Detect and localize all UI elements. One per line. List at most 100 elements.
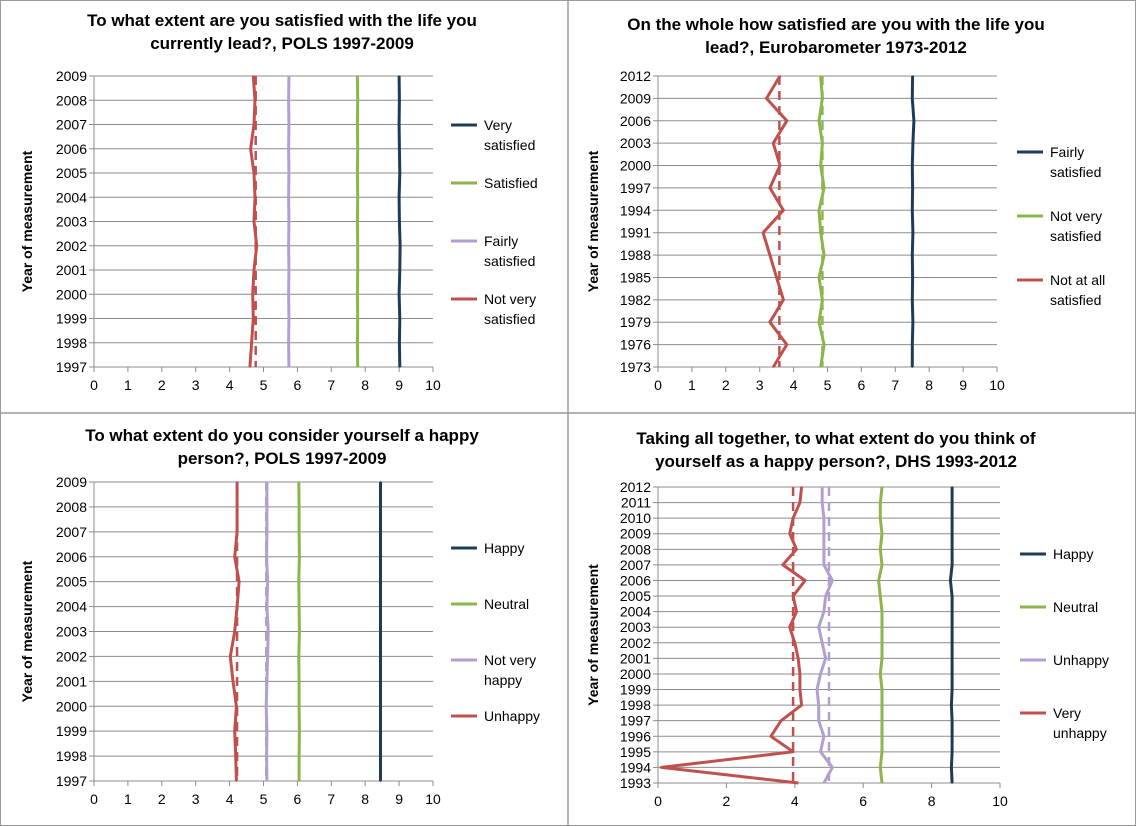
data-point — [298, 680, 300, 683]
data-point — [356, 147, 359, 150]
data-point — [782, 209, 785, 212]
data-point — [379, 580, 382, 583]
data-point — [881, 751, 883, 753]
y-tick-label: 1973 — [620, 359, 651, 375]
data-point — [298, 630, 301, 633]
data-point — [266, 680, 268, 683]
y-tick-label: 2003 — [620, 619, 651, 635]
y-tick-label: 2003 — [56, 624, 87, 640]
data-point — [951, 501, 953, 504]
x-tick-label: 9 — [395, 377, 403, 393]
data-point — [951, 626, 953, 629]
data-point — [770, 735, 772, 738]
data-point — [877, 579, 880, 582]
data-point — [879, 501, 882, 504]
chart-title: lead?, Eurobarometer 1973-2012 — [705, 38, 967, 57]
data-point — [951, 610, 953, 613]
data-point — [265, 555, 268, 558]
legend-label: happy — [484, 672, 522, 688]
data-point — [252, 317, 255, 320]
x-tick-label: 9 — [395, 791, 403, 807]
data-point — [911, 75, 914, 77]
legend-label: Not very — [484, 652, 536, 668]
data-point — [298, 555, 301, 558]
data-point — [255, 244, 258, 247]
data-point — [398, 341, 401, 344]
y-tick-label: 2005 — [620, 588, 651, 604]
y-tick-label: 1976 — [620, 337, 651, 353]
series-line-not-at-all-satisfied — [761, 75, 789, 368]
data-point — [356, 341, 359, 344]
y-tick-label: 2006 — [56, 549, 87, 565]
chart-title: To what extent are you satisfied with th… — [87, 11, 477, 30]
y-tick-label: 1994 — [620, 202, 651, 218]
legend-label: Satisfied — [484, 175, 538, 191]
data-point — [911, 97, 914, 100]
data-point — [831, 766, 834, 769]
data-point — [288, 269, 290, 271]
data-point — [772, 366, 775, 368]
data-point — [821, 641, 823, 644]
x-tick-label: 0 — [90, 377, 98, 393]
data-point — [356, 172, 359, 174]
data-point — [879, 673, 882, 675]
data-point — [660, 766, 663, 769]
data-point — [232, 680, 234, 683]
data-point — [398, 123, 400, 126]
data-point — [792, 517, 794, 519]
x-tick-label: 4 — [226, 377, 234, 393]
data-point — [911, 276, 914, 279]
x-tick-label: 10 — [989, 377, 1005, 393]
legend-label: satisfied — [484, 311, 535, 327]
data-point — [911, 254, 914, 256]
y-tick-label: 1998 — [56, 748, 87, 764]
data-point — [356, 269, 359, 271]
data-point — [398, 269, 401, 271]
data-point — [236, 531, 238, 533]
data-point — [398, 147, 401, 150]
data-point — [782, 564, 784, 566]
data-point — [823, 610, 825, 613]
y-tick-label: 2003 — [620, 135, 651, 151]
data-point — [831, 579, 834, 582]
x-tick-label: 3 — [756, 377, 764, 393]
data-point — [779, 75, 781, 77]
y-tick-label: 2002 — [56, 648, 87, 664]
data-point — [911, 164, 914, 167]
data-point — [356, 366, 359, 368]
data-point — [823, 532, 825, 535]
y-tick-label: 2006 — [620, 572, 651, 588]
data-point — [266, 506, 268, 508]
data-point — [912, 142, 914, 144]
data-point — [288, 75, 290, 77]
data-point — [398, 220, 401, 223]
data-point — [229, 655, 232, 658]
data-point — [912, 231, 914, 234]
data-point — [398, 172, 401, 174]
x-tick-label: 9 — [959, 377, 967, 393]
data-point — [881, 657, 883, 660]
data-point — [288, 172, 290, 174]
data-point — [356, 317, 359, 320]
data-point — [819, 366, 822, 368]
x-tick-label: 6 — [294, 377, 302, 393]
y-tick-label: 1999 — [56, 723, 87, 739]
data-point — [267, 630, 270, 633]
x-tick-label: 10 — [425, 377, 441, 393]
data-point — [818, 276, 820, 279]
data-point — [233, 730, 236, 732]
y-tick-label: 1982 — [620, 292, 651, 308]
legend-label: Unhappy — [484, 708, 540, 724]
data-point — [800, 704, 803, 706]
y-tick-label: 2005 — [56, 574, 87, 590]
data-point — [951, 673, 953, 675]
data-point — [254, 99, 256, 102]
y-tick-label: 2004 — [620, 604, 651, 620]
y-tick-label: 1997 — [56, 359, 87, 375]
data-point — [779, 164, 781, 167]
data-point — [799, 688, 801, 691]
data-point — [951, 517, 953, 519]
y-tick-label: 2002 — [620, 635, 651, 651]
data-point — [356, 75, 359, 77]
x-tick-label: 6 — [859, 793, 867, 809]
